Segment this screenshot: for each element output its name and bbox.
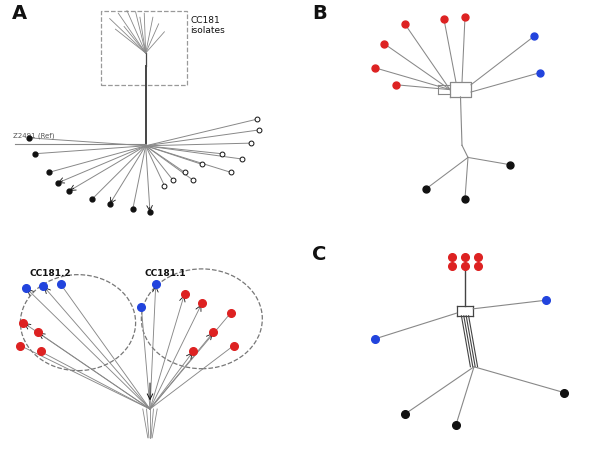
Text: Z2491 (Ref): Z2491 (Ref) [13, 133, 55, 139]
Text: CC181.2: CC181.2 [29, 269, 71, 278]
Text: C: C [312, 245, 326, 265]
Text: B: B [312, 4, 327, 23]
Text: CC181.1: CC181.1 [144, 269, 186, 278]
Text: A: A [12, 4, 27, 23]
Text: CC181
isolates: CC181 isolates [190, 16, 225, 35]
